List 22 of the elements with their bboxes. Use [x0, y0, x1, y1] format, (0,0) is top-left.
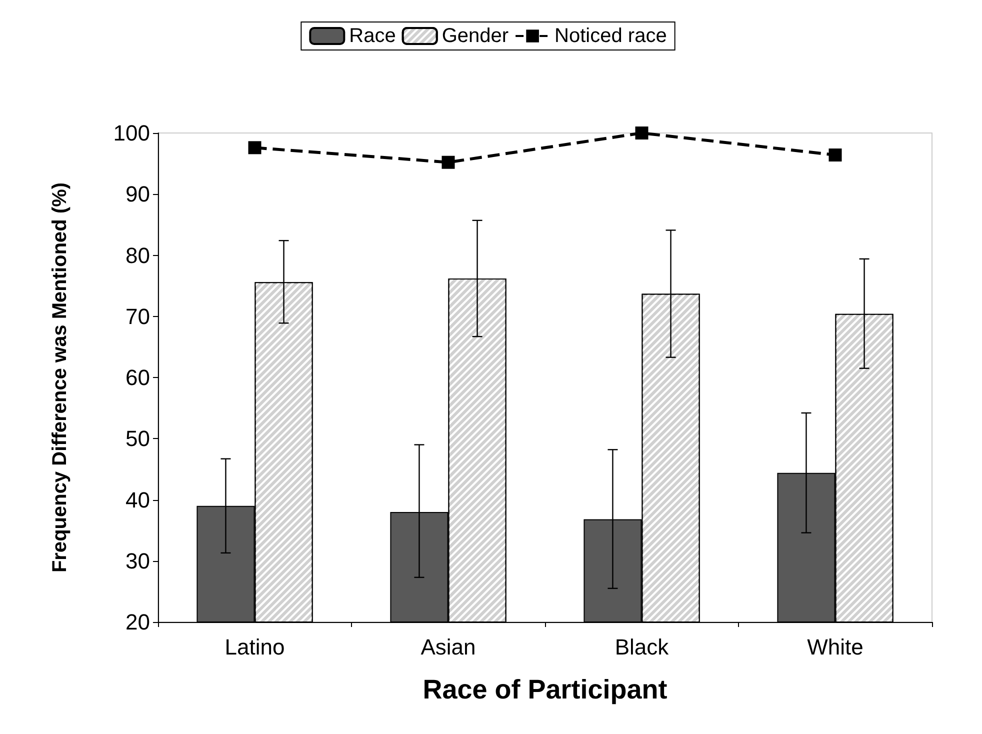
- y-tick-label: 60: [126, 365, 150, 390]
- y-tick-label: 80: [126, 242, 150, 268]
- x-tick-label: White: [807, 634, 864, 660]
- legend-label: Noticed race: [554, 25, 667, 47]
- y-tick-label: 20: [126, 610, 150, 634]
- x-axis-title: Race of Participant: [422, 674, 668, 704]
- point: [828, 148, 842, 162]
- y-tick-label: 30: [126, 548, 150, 574]
- y-axis-title: Frequency Difference was Mentioned (%): [49, 182, 71, 573]
- point: [635, 126, 648, 140]
- x-tick-label: Asian: [420, 634, 476, 660]
- x-tick-label: Latino: [224, 634, 285, 660]
- point: [248, 141, 262, 154]
- point: [442, 156, 455, 169]
- y-tick-label: 50: [126, 426, 150, 452]
- y-tick-label: 90: [126, 182, 150, 207]
- y-tick-label: 40: [126, 487, 150, 512]
- legend-label: Gender: [442, 25, 509, 47]
- legend-label: Race: [349, 25, 396, 47]
- y-tick-label: 70: [126, 304, 150, 329]
- x-tick-label: Black: [614, 634, 670, 660]
- y-tick-label: 100: [113, 120, 150, 146]
